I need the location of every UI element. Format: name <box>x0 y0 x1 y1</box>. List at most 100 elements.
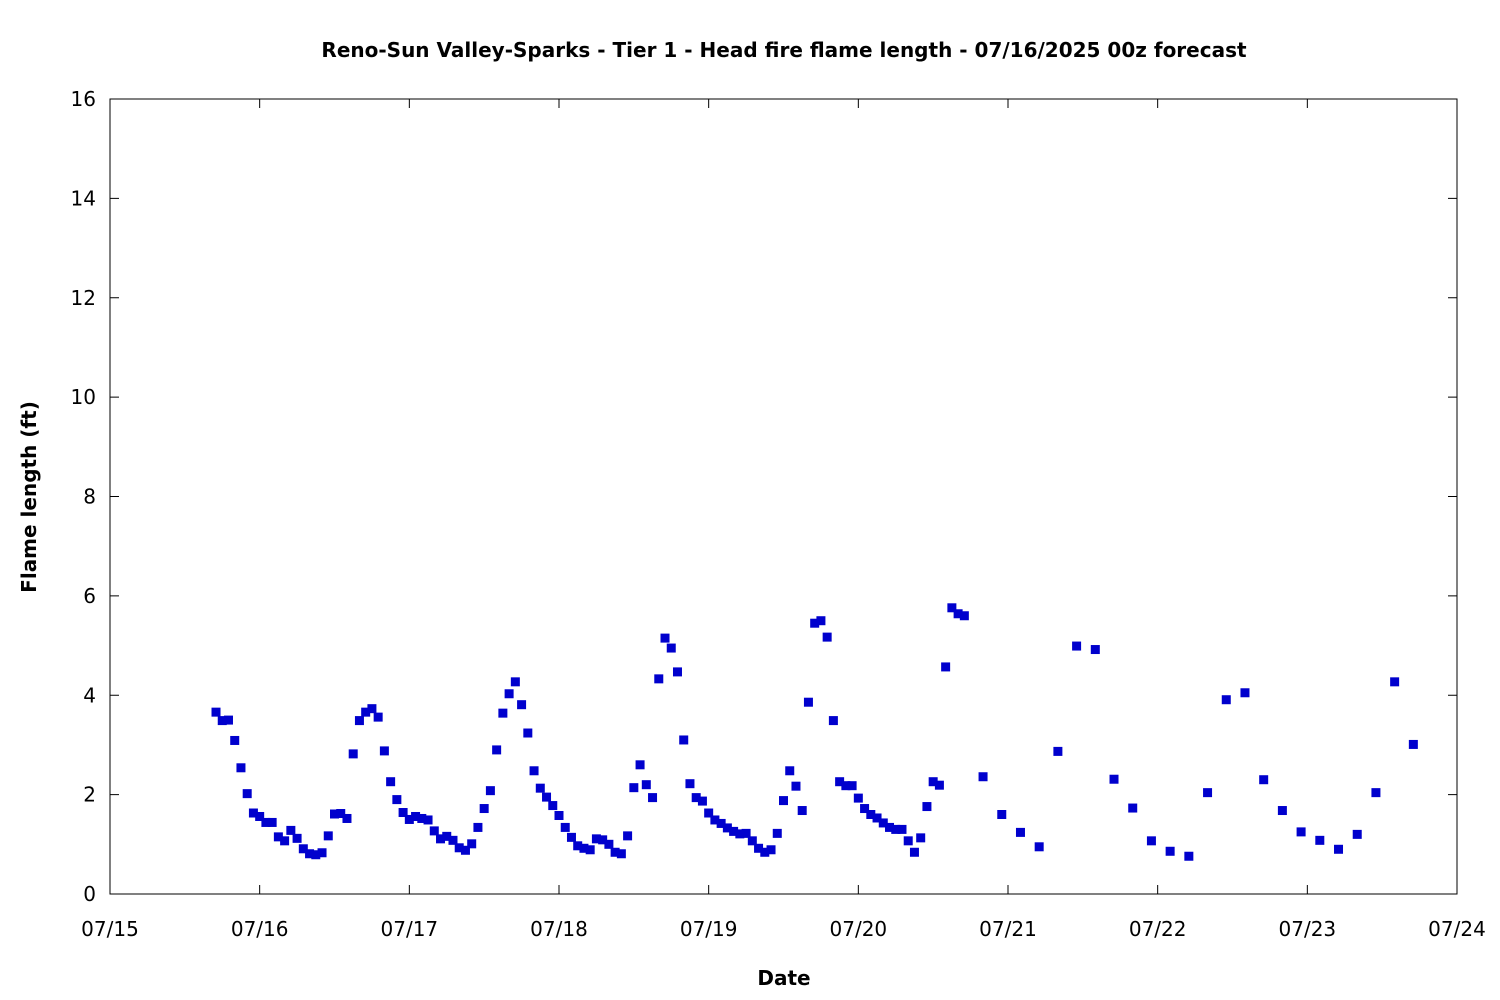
data-point <box>579 843 589 853</box>
data-point <box>535 783 545 793</box>
data-point <box>423 815 433 825</box>
data-point <box>941 662 951 672</box>
data-point <box>330 809 339 819</box>
data-point <box>261 817 271 827</box>
data-point <box>1408 739 1418 749</box>
data-point <box>797 806 807 816</box>
data-point <box>1334 844 1344 854</box>
data-point <box>1277 806 1287 816</box>
data-point <box>1184 851 1194 861</box>
data-point <box>560 822 570 832</box>
data-point <box>498 708 508 718</box>
data-point <box>454 843 464 853</box>
data-point <box>585 845 595 855</box>
data-point <box>354 716 364 726</box>
data-point <box>897 824 907 834</box>
data-point <box>872 813 882 823</box>
data-point <box>810 618 820 628</box>
data-point <box>230 735 240 745</box>
data-point <box>523 728 533 738</box>
data-point <box>878 818 888 828</box>
x-tick-label: 07/18 <box>530 917 588 941</box>
data-point <box>666 643 676 653</box>
data-point <box>959 611 969 621</box>
data-point <box>1053 746 1063 756</box>
data-point <box>866 810 876 819</box>
data-point <box>766 845 776 855</box>
data-point <box>504 689 514 699</box>
data-point <box>791 781 801 791</box>
data-point <box>1015 827 1025 837</box>
data-point <box>510 677 520 687</box>
data-point <box>417 813 427 823</box>
x-tick-label: 07/22 <box>1129 917 1187 941</box>
data-point <box>760 847 770 857</box>
data-point <box>779 796 788 806</box>
data-point <box>1240 688 1250 698</box>
data-point <box>1072 641 1082 651</box>
data-point <box>373 712 383 722</box>
data-point <box>1259 775 1269 785</box>
data-point <box>616 849 626 859</box>
data-point <box>280 836 290 846</box>
data-point <box>691 793 701 803</box>
x-tick-label: 07/15 <box>81 917 139 941</box>
data-point <box>847 781 857 791</box>
data-point <box>292 833 302 843</box>
data-point <box>610 847 620 857</box>
data-point <box>1390 677 1400 687</box>
data-point <box>467 839 477 849</box>
data-point <box>442 831 452 841</box>
data-point <box>648 793 658 803</box>
data-point <box>716 818 726 828</box>
data-point <box>822 632 832 642</box>
data-point <box>479 804 489 814</box>
data-point <box>934 780 944 790</box>
data-point <box>436 834 446 844</box>
data-point <box>697 796 707 806</box>
data-point <box>361 707 371 717</box>
data-point <box>841 781 851 791</box>
y-tick-label: 16 <box>71 87 96 111</box>
data-point <box>273 832 283 842</box>
data-point <box>660 633 670 643</box>
y-tick-label: 6 <box>83 584 96 608</box>
data-point <box>398 808 408 818</box>
data-point <box>542 792 552 802</box>
x-axis-label: Date <box>757 966 810 990</box>
x-tick-label: 07/20 <box>830 917 888 941</box>
data-point <box>785 766 795 776</box>
y-tick-label: 10 <box>71 385 96 409</box>
data-point <box>386 777 396 787</box>
data-point <box>672 667 682 677</box>
data-point <box>654 674 664 684</box>
x-tick-label: 07/19 <box>680 917 738 941</box>
y-tick-label: 2 <box>83 783 96 807</box>
data-point <box>255 811 265 821</box>
y-tick-label: 8 <box>83 485 96 509</box>
data-point <box>754 843 764 853</box>
data-point <box>242 789 252 799</box>
y-axis-label: Flame length (ft) <box>17 401 41 593</box>
data-point <box>816 616 826 626</box>
data-point <box>704 808 714 818</box>
data-point <box>248 808 258 818</box>
data-point <box>492 745 502 755</box>
data-point <box>311 850 321 860</box>
data-point <box>679 735 689 745</box>
data-point <box>1221 695 1231 705</box>
data-point <box>429 826 439 836</box>
data-point <box>741 828 751 838</box>
data-point <box>747 836 757 846</box>
data-point <box>835 777 845 787</box>
x-tick-label: 07/16 <box>231 917 289 941</box>
data-point <box>803 697 813 707</box>
x-tick-label: 07/21 <box>979 917 1037 941</box>
data-point <box>1203 788 1213 798</box>
data-point <box>722 823 732 833</box>
y-tick-label: 12 <box>71 286 96 310</box>
data-point <box>885 822 895 832</box>
data-point <box>336 809 346 819</box>
data-point <box>997 810 1007 819</box>
data-point <box>573 841 583 851</box>
